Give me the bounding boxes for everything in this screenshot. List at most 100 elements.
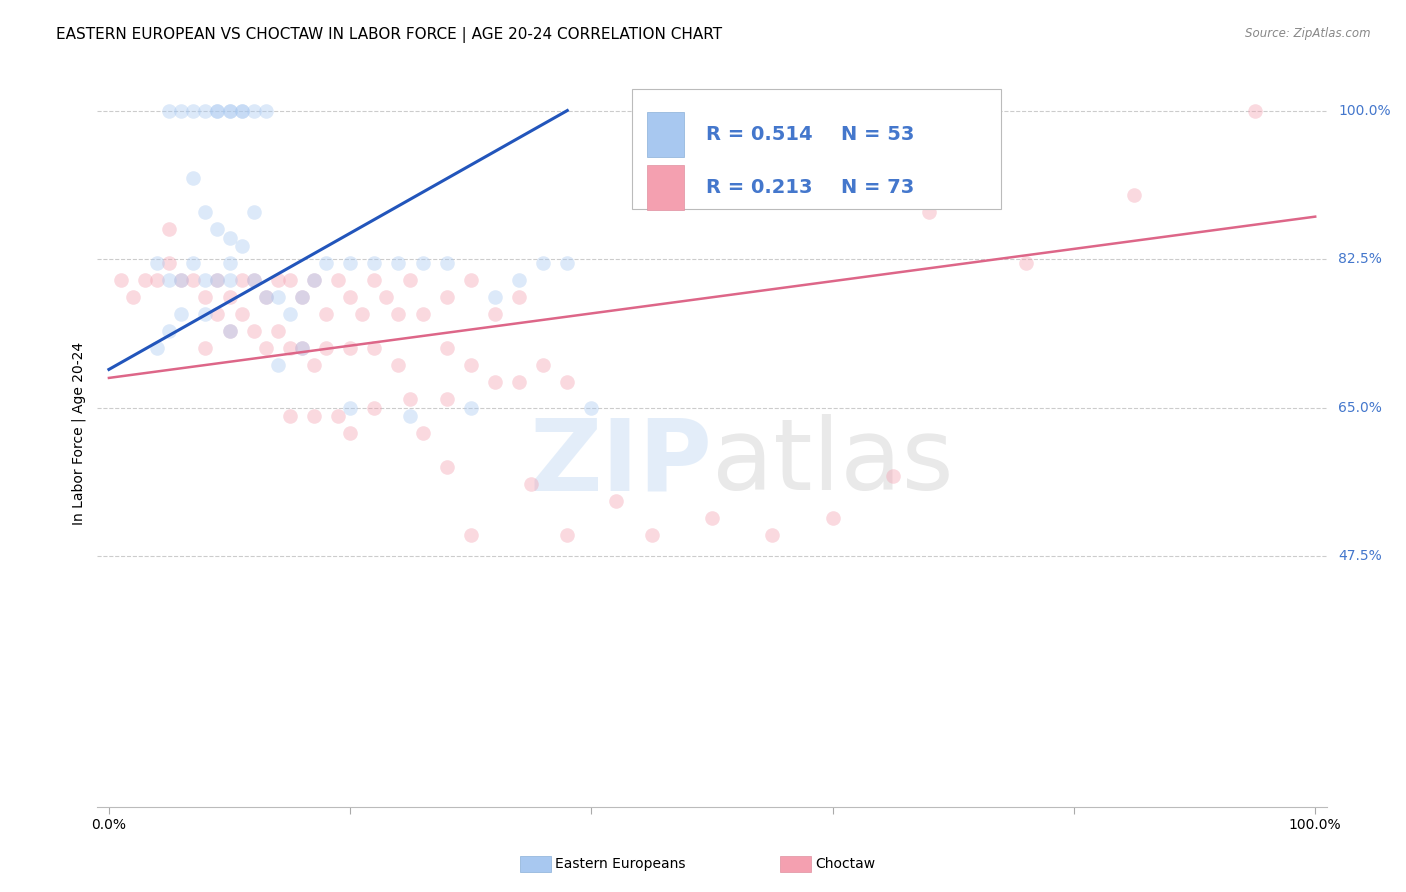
Point <box>412 307 434 321</box>
Point <box>302 273 325 287</box>
Point <box>508 273 530 287</box>
Point <box>531 256 554 270</box>
Point <box>278 409 301 424</box>
Point <box>267 324 290 338</box>
Bar <box>647 165 683 210</box>
Point <box>363 341 385 355</box>
Point <box>363 256 385 270</box>
Point <box>157 324 180 338</box>
Point <box>460 358 482 372</box>
Point <box>183 103 205 118</box>
Point <box>218 324 240 338</box>
Point <box>375 290 398 304</box>
Text: Choctaw: Choctaw <box>815 857 876 871</box>
Point <box>352 307 374 321</box>
Point <box>302 409 325 424</box>
Point <box>460 528 482 542</box>
Point <box>387 256 409 270</box>
Point <box>339 256 361 270</box>
Point <box>194 103 217 118</box>
Point <box>821 511 844 525</box>
Point <box>194 341 217 355</box>
Point <box>134 273 156 287</box>
Point <box>122 290 145 304</box>
Point <box>218 231 240 245</box>
Point <box>339 401 361 415</box>
Point <box>170 103 193 118</box>
Point <box>231 103 253 118</box>
Text: 82.5%: 82.5% <box>1339 252 1382 266</box>
Point <box>278 307 301 321</box>
Point <box>508 290 530 304</box>
Point <box>231 307 253 321</box>
Point <box>302 273 325 287</box>
Point <box>412 426 434 441</box>
Point <box>363 401 385 415</box>
Point <box>183 171 205 186</box>
Point <box>399 273 422 287</box>
Point <box>555 528 578 542</box>
Point <box>605 494 627 508</box>
Point <box>302 358 325 372</box>
Point <box>207 273 229 287</box>
Point <box>339 290 361 304</box>
Point <box>436 341 458 355</box>
Point <box>194 273 217 287</box>
Point <box>581 401 603 415</box>
Point <box>170 273 193 287</box>
Text: N = 53: N = 53 <box>841 126 915 145</box>
Point <box>412 256 434 270</box>
Point <box>242 205 264 219</box>
Point <box>194 307 217 321</box>
Point <box>641 528 664 542</box>
Point <box>291 341 314 355</box>
Text: Source: ZipAtlas.com: Source: ZipAtlas.com <box>1246 27 1371 40</box>
Point <box>218 324 240 338</box>
Point <box>146 273 169 287</box>
Point <box>387 358 409 372</box>
Point <box>291 290 314 304</box>
Point <box>218 290 240 304</box>
Point <box>291 290 314 304</box>
Point <box>399 409 422 424</box>
Point <box>399 392 422 406</box>
Point <box>315 341 337 355</box>
Point <box>315 307 337 321</box>
Point <box>882 468 904 483</box>
Text: 47.5%: 47.5% <box>1339 549 1382 563</box>
Point <box>231 239 253 253</box>
Point <box>508 375 530 389</box>
Point <box>387 307 409 321</box>
Point <box>267 290 290 304</box>
Point <box>218 103 240 118</box>
Point <box>207 103 229 118</box>
Point <box>207 103 229 118</box>
Point <box>194 290 217 304</box>
Point <box>194 205 217 219</box>
Point <box>207 307 229 321</box>
Point <box>218 273 240 287</box>
Point <box>157 103 180 118</box>
Text: Eastern Europeans: Eastern Europeans <box>555 857 686 871</box>
Point <box>460 401 482 415</box>
Point <box>555 256 578 270</box>
Point <box>183 273 205 287</box>
Point <box>555 375 578 389</box>
Text: R = 0.213: R = 0.213 <box>706 178 813 197</box>
Point <box>484 307 506 321</box>
Point <box>484 375 506 389</box>
Text: 100.0%: 100.0% <box>1339 103 1391 118</box>
Y-axis label: In Labor Force | Age 20-24: In Labor Force | Age 20-24 <box>72 342 86 524</box>
Point <box>170 307 193 321</box>
Point <box>242 273 264 287</box>
Point <box>326 273 349 287</box>
Point <box>436 392 458 406</box>
Point <box>254 341 277 355</box>
Point <box>291 341 314 355</box>
Text: N = 73: N = 73 <box>841 178 914 197</box>
Point <box>700 511 723 525</box>
Point <box>278 273 301 287</box>
Point <box>242 324 264 338</box>
Point <box>110 273 132 287</box>
Point <box>436 290 458 304</box>
